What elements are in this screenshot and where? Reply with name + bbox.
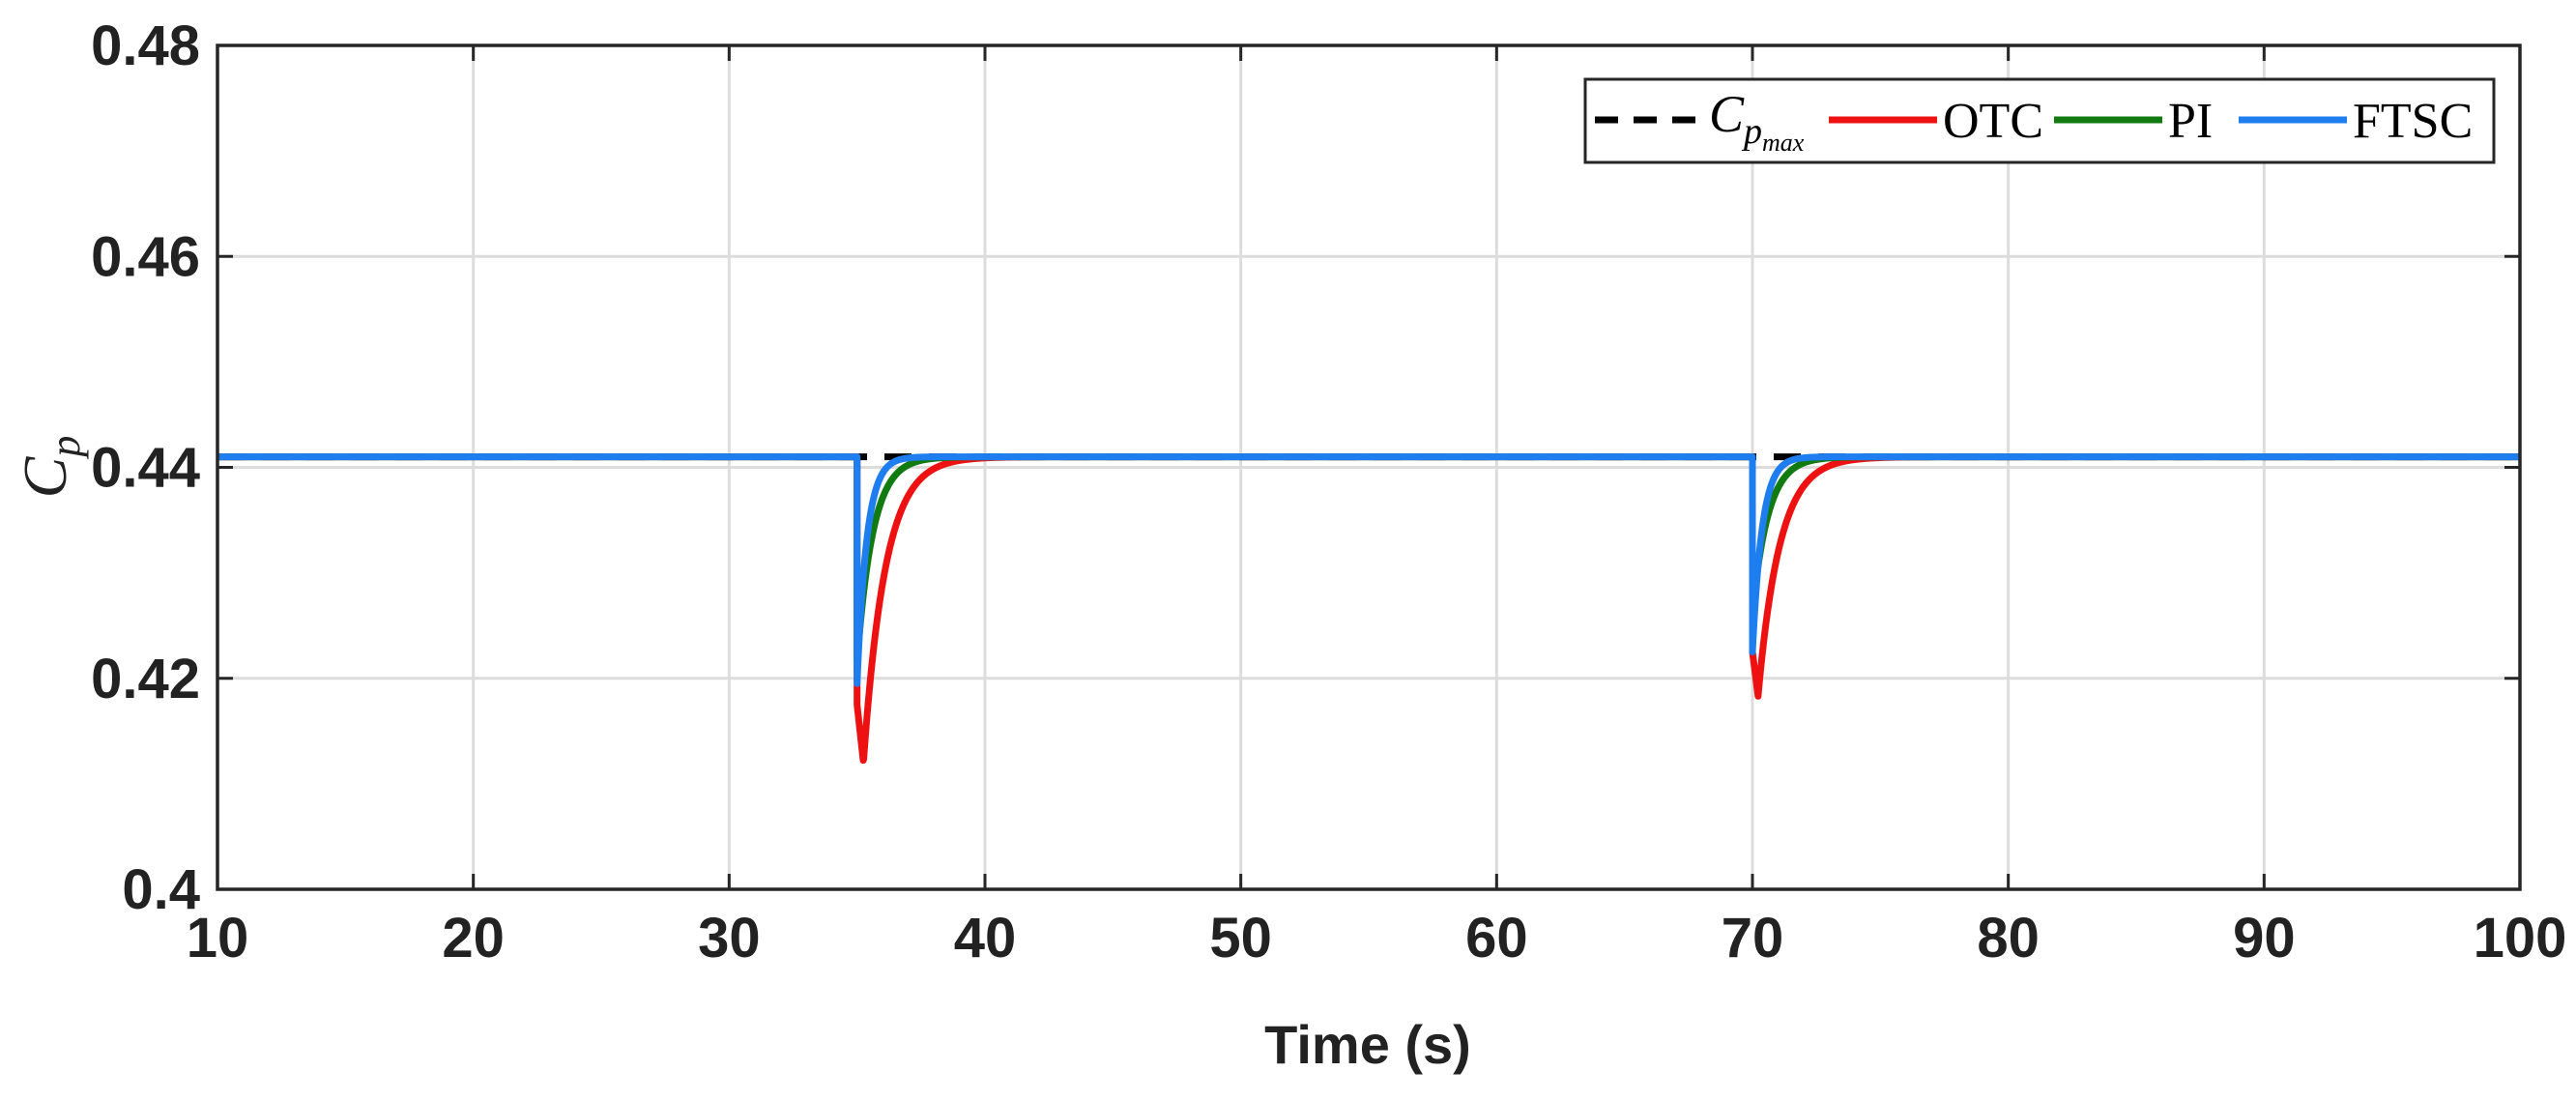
x-tick-label: 100 bbox=[2474, 907, 2567, 970]
legend-label-otc: OTC bbox=[1943, 94, 2043, 149]
series-layer bbox=[215, 453, 2523, 765]
x-axis-label: Time (s) bbox=[1264, 1014, 1471, 1075]
x-tick-label: 30 bbox=[698, 907, 761, 970]
grid bbox=[217, 45, 2520, 889]
x-tick-label: 10 bbox=[187, 907, 249, 970]
y-tick-label: 0.44 bbox=[91, 437, 200, 500]
x-tick-label: 40 bbox=[954, 907, 1017, 970]
legend-item-otc: OTC bbox=[1829, 94, 2043, 149]
x-tick-label: 60 bbox=[1465, 907, 1528, 970]
x-tick-label: 80 bbox=[1977, 907, 2040, 970]
x-tick-label: 70 bbox=[1722, 907, 1784, 970]
x-tick-label: 90 bbox=[2233, 907, 2296, 970]
legend-label-ftsc: FTSC bbox=[2353, 94, 2473, 149]
legend-label-cpmax-main: C bbox=[1709, 85, 1745, 143]
svg-text:Cpmax: Cpmax bbox=[1709, 85, 1805, 157]
legend-item-ftsc: FTSC bbox=[2239, 94, 2473, 149]
y-axis-label-sub: p bbox=[42, 436, 89, 460]
legend-label-pi: PI bbox=[2168, 94, 2213, 149]
legend-item-pi: PI bbox=[2054, 94, 2213, 149]
y-tick-label: 0.42 bbox=[91, 648, 200, 710]
ticks bbox=[216, 43, 2522, 891]
legend-item-cpmax: Cpmax bbox=[1595, 85, 1805, 157]
y-tick-label: 0.46 bbox=[91, 225, 200, 288]
y-axis-label-main: C bbox=[11, 455, 79, 498]
x-tick-label: 20 bbox=[442, 907, 505, 970]
legend: Cpmax OTC PI FTSC bbox=[1583, 77, 2496, 164]
y-tick-label: 0.48 bbox=[91, 14, 200, 77]
legend-label-cpmax-sub: p bbox=[1741, 111, 1762, 152]
series-line-ftsc bbox=[215, 453, 2523, 687]
tick-labels: 10 20 30 40 50 60 70 80 90 100 0.4 0.42 0.44 0.46 0.48 bbox=[91, 14, 2566, 970]
y-tick-label: 0.4 bbox=[122, 858, 200, 921]
svg-text:Cp: Cp bbox=[11, 436, 89, 499]
y-axis-label: Cp bbox=[11, 436, 89, 499]
legend-label-cpmax-subsub: max bbox=[1762, 129, 1805, 157]
x-tick-label: 50 bbox=[1209, 907, 1272, 970]
